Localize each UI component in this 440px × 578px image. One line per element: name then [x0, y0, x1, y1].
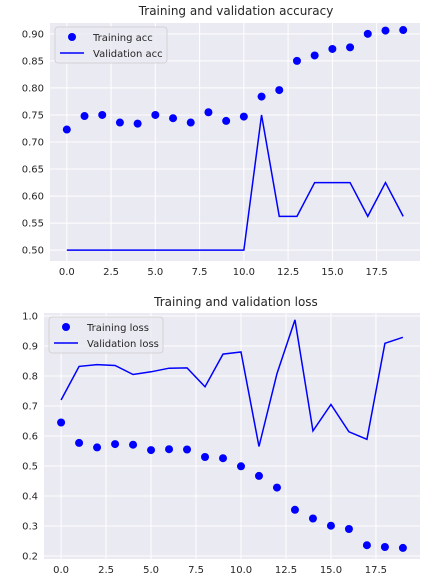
loss-training-point [183, 445, 192, 454]
accuracy-training-point [133, 119, 142, 128]
loss-y-tick-label: 0.8 [22, 372, 38, 383]
loss-series [57, 319, 407, 552]
accuracy-y-tick-label: 0.65 [22, 165, 44, 176]
loss-training-point [272, 483, 281, 492]
loss-training-point [290, 505, 299, 514]
accuracy-training-point [363, 29, 372, 38]
loss-training-point [236, 462, 245, 471]
accuracy-x-tick-label: 10.0 [233, 267, 255, 278]
accuracy-y-tick-label: 0.70 [22, 138, 44, 149]
loss-y-tick-label: 0.2 [22, 552, 38, 563]
loss-training-point [129, 440, 138, 449]
accuracy-legend: Training acc Validation acc [54, 26, 168, 64]
loss-x-tick-label: 5.0 [143, 565, 159, 576]
accuracy-training-point [292, 56, 301, 65]
loss-training-point [165, 445, 174, 454]
accuracy-training-point [169, 114, 178, 123]
accuracy-y-tick-label: 0.85 [22, 56, 44, 67]
loss-training-point [111, 440, 120, 449]
loss-legend: Training loss Validation loss [48, 316, 164, 354]
accuracy-legend-validation: Validation acc [93, 49, 163, 60]
accuracy-chart-title: Training and validation accuracy [138, 4, 334, 18]
accuracy-training-point [239, 112, 248, 121]
loss-training-point [219, 454, 228, 463]
accuracy-training-point [115, 118, 124, 127]
accuracy-training-point [80, 112, 89, 121]
loss-legend-dot-icon [62, 323, 70, 331]
loss-training-point [380, 543, 389, 551]
loss-training-point [147, 446, 156, 455]
loss-y-tick-label: 0.5 [22, 462, 38, 473]
loss-grid [44, 313, 420, 559]
accuracy-y-tick-label: 0.55 [22, 219, 44, 230]
accuracy-legend-training: Training acc [92, 33, 153, 44]
accuracy-training-point [275, 86, 284, 95]
loss-y-tick-label: 0.4 [22, 492, 38, 503]
loss-x-ticks: 0.0 2.5 5.0 7.5 10.0 12.5 15.0 17.5 [53, 565, 387, 576]
loss-x-tick-label: 17.5 [365, 565, 387, 576]
loss-legend-validation: Validation loss [87, 339, 159, 350]
loss-training-point [398, 543, 407, 552]
accuracy-series [62, 26, 408, 251]
accuracy-x-ticks: 0.0 2.5 5.0 7.5 10.0 12.5 15.0 17.5 [59, 267, 388, 278]
loss-training-point [344, 525, 353, 533]
accuracy-y-tick-label: 0.90 [22, 29, 44, 40]
accuracy-chart: Training and validation accuracy 0.0 2.5 5… [22, 4, 420, 278]
accuracy-training-point [204, 108, 213, 117]
loss-validation-line [60, 319, 404, 447]
loss-x-tick-label: 0.0 [53, 565, 69, 576]
accuracy-y-tick-label: 0.50 [22, 246, 44, 257]
loss-y-tick-label: 1.0 [22, 312, 38, 323]
loss-legend-training: Training loss [86, 323, 149, 334]
accuracy-y-tick-label: 0.75 [22, 110, 44, 121]
accuracy-y-tick-label: 0.60 [22, 192, 44, 203]
accuracy-training-point [399, 26, 408, 35]
loss-chart-title: Training and validation loss [153, 295, 318, 309]
accuracy-training-point [328, 44, 337, 53]
loss-chart: Training and validation loss 0.0 2.5 5.0 7.… [22, 295, 420, 576]
loss-y-tick-label: 0.7 [22, 402, 38, 413]
accuracy-training-point [62, 125, 71, 134]
loss-training-point [254, 471, 263, 480]
accuracy-y-ticks: 0.50 0.55 0.60 0.65 0.70 0.75 0.80 0.85 0.90 [22, 29, 44, 256]
accuracy-x-tick-label: 12.5 [277, 267, 299, 278]
loss-x-tick-label: 7.5 [188, 565, 204, 576]
loss-x-tick-label: 2.5 [98, 565, 114, 576]
accuracy-training-point [310, 51, 319, 60]
loss-training-point [326, 521, 335, 530]
loss-training-point [57, 418, 66, 427]
accuracy-y-tick-label: 0.80 [22, 83, 44, 94]
accuracy-x-tick-label: 7.5 [192, 267, 208, 278]
loss-training-point [362, 541, 371, 550]
loss-training-point [75, 438, 84, 447]
loss-x-tick-label: 15.0 [320, 565, 342, 576]
accuracy-training-point [257, 92, 266, 101]
loss-x-tick-label: 12.5 [275, 565, 297, 576]
loss-y-tick-label: 0.9 [22, 342, 38, 353]
accuracy-training-point [222, 116, 231, 125]
accuracy-legend-dot-icon [68, 33, 76, 41]
accuracy-legend-box [54, 26, 168, 64]
loss-training-point [201, 453, 210, 461]
accuracy-training-point [98, 110, 107, 119]
accuracy-x-tick-label: 17.5 [365, 267, 387, 278]
loss-training-point [308, 514, 317, 523]
accuracy-training-point [186, 118, 195, 127]
loss-legend-box [48, 316, 164, 354]
accuracy-training-point [346, 43, 355, 52]
loss-y-tick-label: 0.3 [22, 522, 38, 533]
loss-y-tick-label: 0.6 [22, 432, 38, 443]
accuracy-x-tick-label: 2.5 [103, 267, 119, 278]
accuracy-x-tick-label: 15.0 [321, 267, 343, 278]
accuracy-training-point [151, 110, 160, 119]
loss-x-tick-label: 10.0 [230, 565, 252, 576]
loss-training-point [93, 443, 102, 452]
accuracy-training-point [381, 26, 390, 35]
loss-y-ticks: 0.2 0.3 0.4 0.5 0.6 0.7 0.8 0.9 1.0 [22, 312, 38, 563]
accuracy-validation-line [66, 114, 404, 251]
accuracy-x-tick-label: 5.0 [147, 267, 163, 278]
accuracy-x-tick-label: 0.0 [59, 267, 75, 278]
